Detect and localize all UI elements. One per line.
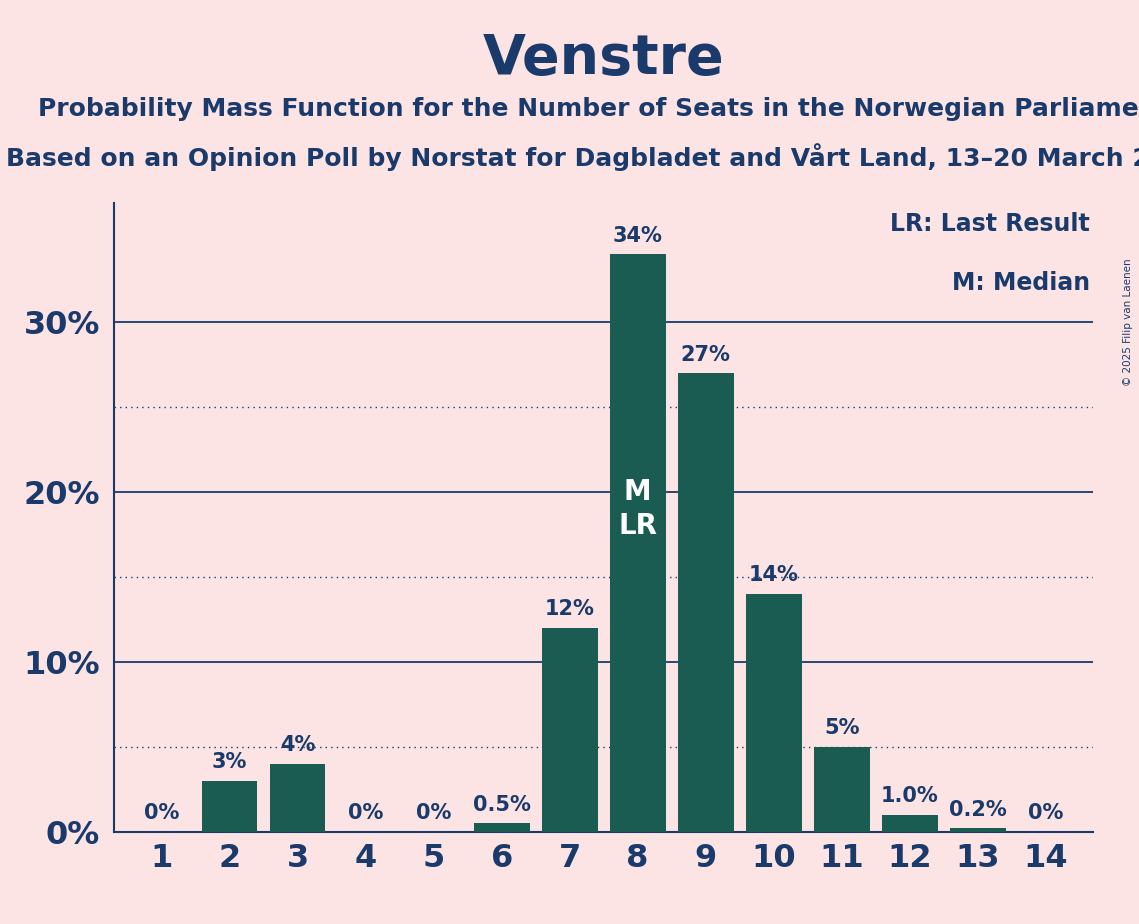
Text: © 2025 Filip van Laenen: © 2025 Filip van Laenen bbox=[1123, 259, 1133, 386]
Bar bbox=[202, 781, 257, 832]
Text: 0.2%: 0.2% bbox=[949, 799, 1007, 820]
Bar bbox=[270, 763, 326, 832]
Bar bbox=[950, 828, 1006, 832]
Text: 12%: 12% bbox=[544, 600, 595, 619]
Bar bbox=[474, 823, 530, 832]
Text: Venstre: Venstre bbox=[483, 32, 724, 86]
Text: 14%: 14% bbox=[748, 565, 798, 586]
Text: M: Median: M: Median bbox=[952, 272, 1090, 295]
Text: 0%: 0% bbox=[347, 803, 384, 823]
Bar bbox=[882, 815, 937, 832]
Text: 1.0%: 1.0% bbox=[880, 786, 939, 806]
Text: 0%: 0% bbox=[1029, 803, 1064, 823]
Text: Based on an Opinion Poll by Norstat for Dagbladet and Vårt Land, 13–20 March 202: Based on an Opinion Poll by Norstat for … bbox=[6, 143, 1139, 171]
Text: 5%: 5% bbox=[823, 718, 860, 738]
Text: 3%: 3% bbox=[212, 752, 247, 772]
Text: 27%: 27% bbox=[681, 345, 730, 365]
Text: 34%: 34% bbox=[613, 225, 663, 246]
Bar bbox=[814, 747, 870, 832]
Bar bbox=[542, 627, 598, 832]
Text: 0%: 0% bbox=[416, 803, 451, 823]
Text: LR: Last Result: LR: Last Result bbox=[891, 212, 1090, 236]
Bar bbox=[678, 373, 734, 832]
Text: 4%: 4% bbox=[280, 736, 316, 755]
Text: 0%: 0% bbox=[144, 803, 179, 823]
Text: M
LR: M LR bbox=[618, 478, 657, 541]
Text: 0.5%: 0.5% bbox=[473, 795, 531, 815]
Bar bbox=[609, 254, 665, 832]
Text: Probability Mass Function for the Number of Seats in the Norwegian Parliament: Probability Mass Function for the Number… bbox=[39, 97, 1139, 121]
Bar bbox=[746, 594, 802, 832]
